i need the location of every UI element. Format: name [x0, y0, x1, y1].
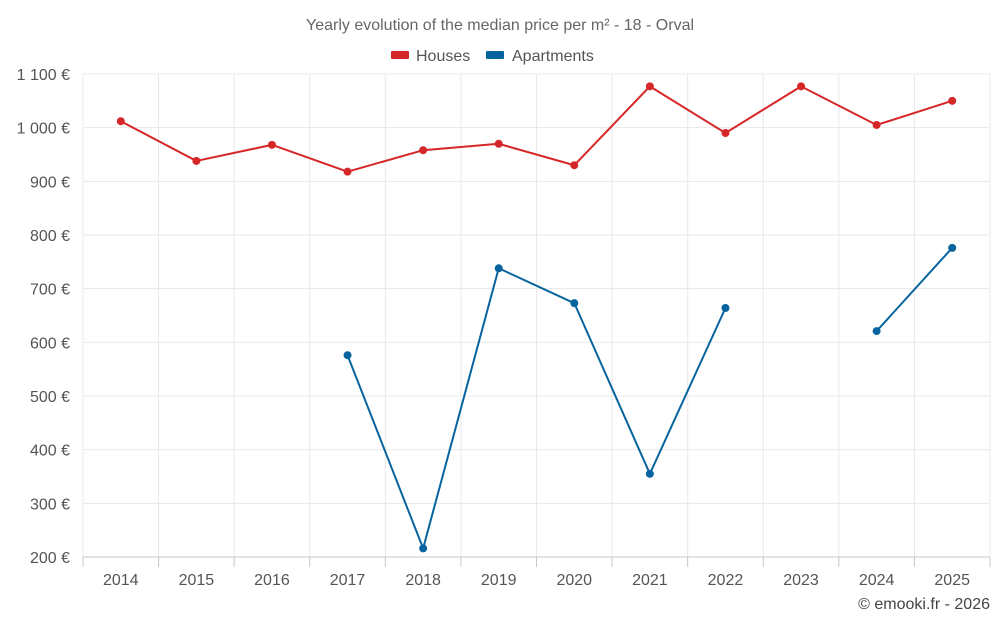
series-line-apartments [346, 267, 727, 550]
x-tick-label: 2017 [330, 572, 366, 589]
data-point-apartments[interactable] [419, 544, 428, 553]
data-point-apartments[interactable] [343, 351, 352, 360]
legend-label-apartments[interactable]: Apartments [512, 48, 594, 65]
x-tick-label: 2022 [708, 572, 744, 589]
data-point-houses[interactable] [645, 82, 654, 91]
data-point-apartments[interactable] [570, 299, 579, 308]
data-point-houses[interactable] [343, 167, 352, 176]
data-point-apartments[interactable] [494, 264, 503, 273]
data-point-apartments[interactable] [872, 327, 881, 336]
data-point-houses[interactable] [494, 139, 503, 148]
legend: Houses Apartments [391, 48, 594, 65]
data-point-houses[interactable] [872, 120, 881, 129]
x-tick-label: 2025 [934, 572, 970, 589]
x-tick-label: 2021 [632, 572, 668, 589]
data-point-houses[interactable] [570, 161, 579, 170]
x-tick-label: 2024 [859, 572, 895, 589]
y-tick-label: 300 € [30, 496, 70, 513]
data-point-houses[interactable] [192, 156, 201, 165]
data-point-houses[interactable] [797, 82, 806, 91]
x-axis-ticks: 2014 2015 2016 2017 2018 2019 2020 2021 2022 2023… [82, 556, 991, 589]
y-axis-ticks: 200 € 300 € 400 € 500 € 600 € 700 € 800 € 900 €… [17, 67, 70, 567]
x-tick-label: 2020 [556, 572, 592, 589]
y-tick-label: 600 € [30, 335, 70, 352]
y-tick-label: 400 € [30, 443, 70, 460]
x-tick-label: 2019 [481, 572, 517, 589]
data-point-apartments[interactable] [948, 243, 957, 252]
y-tick-label: 1 000 € [17, 121, 70, 138]
x-tick-label: 2015 [179, 572, 215, 589]
data-point-houses[interactable] [948, 96, 957, 105]
y-tick-label: 200 € [30, 550, 70, 567]
y-tick-label: 500 € [30, 389, 70, 406]
data-point-apartments[interactable] [645, 469, 654, 478]
y-tick-label: 800 € [30, 228, 70, 245]
data-point-houses[interactable] [267, 140, 276, 149]
grid [82, 73, 991, 557]
series [116, 82, 957, 553]
data-point-houses[interactable] [721, 129, 730, 138]
x-tick-label: 2018 [405, 572, 441, 589]
legend-swatch-apartments [486, 51, 504, 59]
data-point-houses[interactable] [116, 117, 125, 126]
data-point-apartments[interactable] [721, 303, 730, 312]
x-tick-label: 2016 [254, 572, 290, 589]
legend-label-houses[interactable]: Houses [416, 48, 470, 65]
y-tick-label: 1 100 € [17, 67, 70, 84]
series-line-apartments [875, 247, 953, 332]
y-tick-label: 900 € [30, 174, 70, 191]
series-line-houses [120, 85, 953, 173]
y-tick-label: 700 € [30, 282, 70, 299]
chart-title: Yearly evolution of the median price per… [306, 17, 694, 34]
legend-swatch-houses [391, 51, 409, 59]
data-point-houses[interactable] [419, 146, 428, 155]
x-tick-label: 2023 [783, 572, 819, 589]
x-tick-label: 2014 [103, 572, 139, 589]
credit-text: © emooki.fr - 2026 [858, 596, 990, 613]
